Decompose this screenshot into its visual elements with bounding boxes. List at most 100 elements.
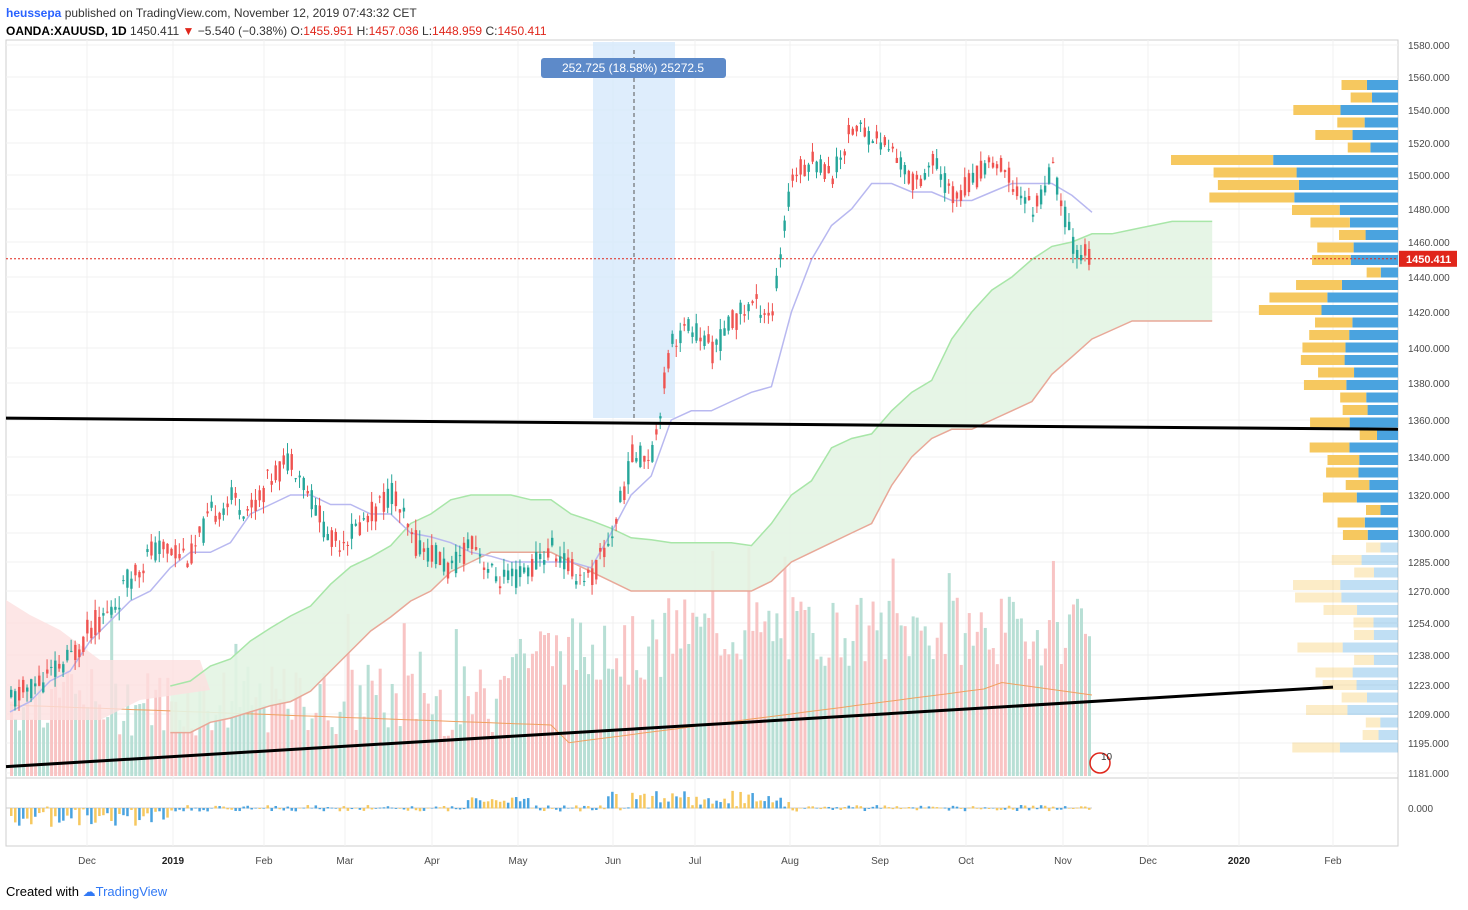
indicator-bar xyxy=(863,808,867,812)
volume-bar xyxy=(711,550,715,776)
volume-bar xyxy=(274,688,278,776)
candle-body xyxy=(1051,161,1055,163)
trendlines[interactable] xyxy=(5,258,1399,769)
vp-down-bar xyxy=(1295,592,1342,603)
vp-down-bar xyxy=(1297,642,1343,653)
volume-bar xyxy=(567,636,571,776)
time-tick-label: 2020 xyxy=(1228,856,1251,867)
indicator-bar xyxy=(775,800,778,809)
price-axis[interactable]: 1181.000 1195.000 1209.000 1223.000 1238.000… xyxy=(1399,41,1457,815)
volume-bar xyxy=(615,658,619,776)
volume-bar xyxy=(703,613,707,776)
indicator-bar xyxy=(1067,808,1071,809)
high-value: 1457.036 xyxy=(368,24,419,38)
indicator-bar xyxy=(719,802,722,809)
measure-tool[interactable]: 252.725 (18.58%) 25272.5 xyxy=(541,42,726,418)
candle-body xyxy=(226,503,229,508)
tradingview-brand[interactable]: TradingView xyxy=(95,884,168,899)
vp-down-bar xyxy=(1322,492,1357,503)
volume-bar xyxy=(795,610,799,776)
candle-body xyxy=(603,547,606,558)
volume-bar xyxy=(1039,665,1043,776)
volume-bar xyxy=(158,677,162,776)
volume-bar xyxy=(631,616,635,776)
candle-body xyxy=(835,156,838,173)
indicator-bar xyxy=(98,808,101,817)
vp-up-bar xyxy=(1376,430,1398,440)
volume-bar xyxy=(506,678,510,776)
volume-bar xyxy=(1011,601,1015,776)
candle-body xyxy=(290,454,293,470)
volume-bar xyxy=(999,598,1003,776)
username-link[interactable]: heussepa xyxy=(6,6,62,20)
vp-down-bar xyxy=(1347,142,1371,153)
volume-bar xyxy=(126,684,130,776)
price-tick-label: 1560.000 xyxy=(1408,73,1450,84)
candle-body xyxy=(791,174,794,181)
time-axis[interactable]: Dec 2019 Feb Mar Apr May Jun Jul Aug Sep Oct Nov Dec… xyxy=(78,856,1342,867)
flag-icon xyxy=(1089,752,1111,774)
candle-body xyxy=(595,559,598,580)
candle-body xyxy=(342,541,346,544)
volume-bar xyxy=(482,688,486,776)
ichimoku-lines xyxy=(9,182,1093,713)
volume-bar xyxy=(334,733,338,776)
candle-body xyxy=(579,574,582,576)
indicator-bar xyxy=(707,798,710,809)
volume-bar xyxy=(390,683,394,776)
vp-down-bar xyxy=(1306,705,1348,715)
indicator-bar xyxy=(1079,806,1083,809)
indicator-bar xyxy=(943,807,947,809)
overlay-labels: 10 xyxy=(1089,752,1113,774)
vp-down-bar xyxy=(1354,567,1374,578)
candle-body xyxy=(823,164,826,180)
volume-bar xyxy=(807,606,811,776)
indicator-bar xyxy=(643,793,646,809)
cloud-fill-bear xyxy=(6,600,210,720)
indicator-bar xyxy=(266,805,269,809)
candle-body xyxy=(486,569,490,573)
symbol-label[interactable]: OANDA:XAUUSD, 1D xyxy=(6,24,127,38)
price-tick-label: 1420.000 xyxy=(1408,308,1450,319)
vp-up-bar xyxy=(1356,680,1398,690)
indicator-bar xyxy=(887,807,891,809)
volume-bar xyxy=(551,666,554,776)
indicator-bar xyxy=(30,808,33,825)
candle-body xyxy=(274,465,277,481)
volume-bar xyxy=(166,677,170,776)
candle-body xyxy=(639,445,642,468)
indicator-bar xyxy=(10,808,13,816)
candle-body xyxy=(847,124,850,135)
candle-body xyxy=(298,475,301,478)
indicator-bar xyxy=(242,806,245,809)
volume-bar xyxy=(366,664,370,776)
volume-bar xyxy=(134,705,138,776)
volume-bar xyxy=(671,653,675,776)
candle-body xyxy=(939,174,943,180)
candle-body xyxy=(370,501,374,522)
indicator-bar xyxy=(687,796,690,809)
indicator-bar xyxy=(859,806,863,809)
candle-body xyxy=(1043,185,1047,193)
volume-bar xyxy=(923,626,927,776)
indicator-bar xyxy=(807,806,810,809)
indicator-bar xyxy=(959,808,963,809)
indicator-bar xyxy=(1063,806,1067,809)
candle-body xyxy=(214,515,217,522)
candle-body xyxy=(314,505,317,516)
vp-down-bar xyxy=(1317,242,1354,253)
candle-body xyxy=(174,545,177,559)
volume-bar xyxy=(434,696,438,776)
candle-body xyxy=(1035,195,1039,207)
volume-bar xyxy=(402,623,406,776)
event-badge-label: 10 xyxy=(1101,752,1113,763)
volume-bar xyxy=(246,666,250,776)
volume-bar xyxy=(442,735,446,776)
volume-bar xyxy=(534,651,538,776)
volume-bar xyxy=(635,670,639,776)
indicator-bar xyxy=(262,808,265,809)
candle-body xyxy=(194,545,197,547)
indicator-bar xyxy=(406,808,410,811)
candle-body xyxy=(46,669,49,674)
